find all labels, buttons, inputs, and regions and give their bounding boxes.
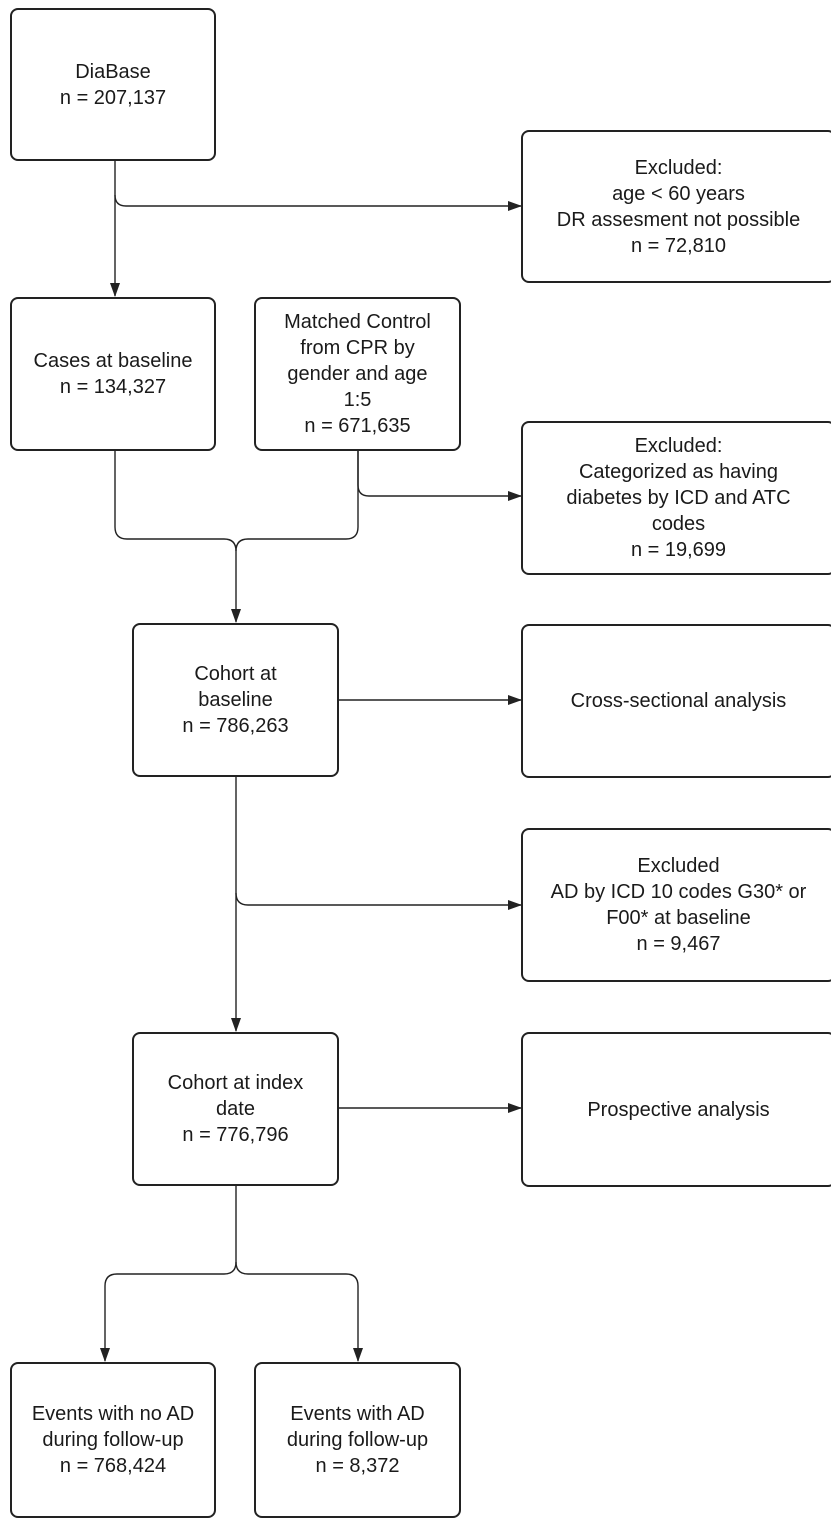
box-text-line: from CPR by: [300, 337, 415, 359]
box-text-line: n = 9,467: [636, 933, 721, 955]
arrow-diabase-to-excluded-age: [114, 194, 522, 211]
box-text-line: Cohort at index: [167, 1072, 304, 1094]
box-text-line: diabetes by ICD and ATC: [566, 487, 791, 509]
arrow-to-events-no-ad: [100, 1261, 237, 1362]
box-text-line: Excluded:: [634, 435, 723, 457]
box-text-line: Categorized as having: [578, 461, 778, 483]
box-text-line: DiaBase: [75, 60, 151, 83]
box-text-line: Excluded: [637, 855, 720, 877]
events-no-ad-box: Events with no AD during follow-up n = 768…: [10, 1362, 216, 1518]
merge-control-branch: [235, 450, 359, 552]
box-text-line: n = 207,137: [59, 86, 167, 109]
prospective-box: Prospective analysis: [521, 1032, 831, 1187]
box-text-line: 1:5: [343, 389, 372, 411]
box-text-line: during follow-up: [286, 1429, 429, 1451]
box-text-line: DR assesment not possible: [556, 208, 801, 231]
box-text-line: n = 72,810: [630, 234, 727, 257]
arrow-control-to-excluded-diabetes: [357, 450, 522, 501]
box-text-line: Events with no AD: [31, 1403, 195, 1425]
merge-cases-branch: [114, 450, 237, 552]
cross-sectional-box: Cross-sectional analysis: [521, 624, 831, 778]
box-text-line: Cohort at: [194, 663, 277, 685]
cohort-index-box: Cohort at index date n = 776,796: [132, 1032, 339, 1186]
box-text-line: gender and age: [287, 363, 428, 385]
excluded-ad-box: Excluded AD by ICD 10 codes G30* or F00* a…: [521, 828, 831, 982]
box-text-line: during follow-up: [42, 1429, 184, 1451]
arrow-to-events-ad: [235, 1261, 363, 1362]
diabase-box: DiaBase n = 207,137: [10, 8, 216, 161]
box-text-line: baseline: [198, 689, 273, 711]
box-text-line: n = 8,372: [315, 1455, 400, 1477]
matched-control-box: Matched Control from CPR by gender and age…: [254, 297, 461, 451]
box-text-line: n = 786,263: [182, 715, 289, 737]
box-text-line: Cases at baseline: [33, 350, 193, 372]
box-text-line: n = 134,327: [59, 376, 167, 398]
box-text-line: n = 768,424: [59, 1455, 167, 1477]
box-text-line: Prospective analysis: [587, 1098, 770, 1121]
box-text-line: Cross-sectional analysis: [570, 690, 787, 712]
cohort-baseline-box: Cohort at baseline n = 786,263: [132, 623, 339, 777]
box-text-line: Events with AD: [290, 1403, 425, 1425]
box-text-line: Excluded:: [634, 156, 723, 179]
box-text-line: date: [216, 1098, 255, 1120]
box-text-line: F00* at baseline: [606, 907, 751, 929]
events-ad-box: Events with AD during follow-up n = 8,372: [254, 1362, 461, 1518]
box-text-line: Matched Control: [284, 311, 431, 333]
box-text-line: n = 776,796: [182, 1124, 289, 1146]
cases-baseline-box: Cases at baseline n = 134,327: [10, 297, 216, 451]
box-text-line: age < 60 years: [612, 182, 745, 205]
excluded-diabetes-box: Excluded: Categorized as having diabetes b…: [521, 421, 831, 575]
excluded-age-box: Excluded: age < 60 years DR assesment not …: [521, 130, 831, 283]
box-text-line: n = 19,699: [630, 539, 727, 561]
box-text-line: n = 671,635: [304, 415, 411, 437]
box-text-line: AD by ICD 10 codes G30* or: [550, 881, 807, 903]
arrow-to-excluded-ad: [235, 892, 522, 910]
box-text-line: codes: [651, 513, 706, 535]
